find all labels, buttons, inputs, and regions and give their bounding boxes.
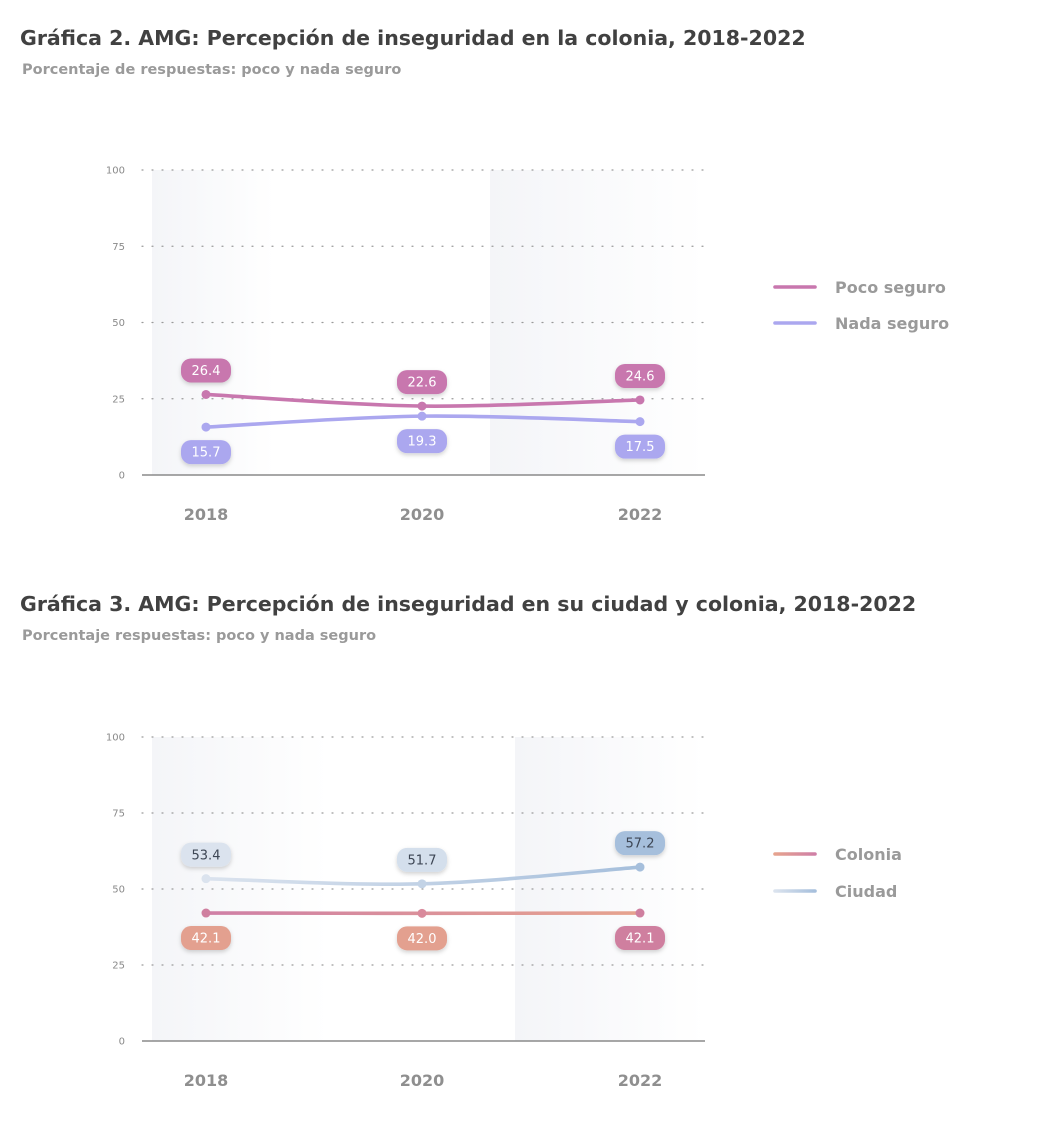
y-tick-label: 75 [112,809,125,820]
data-label-badge [397,847,447,872]
y-tick-label: 0 [119,1037,125,1048]
background-band [152,737,328,1041]
y-tick-label: 25 [112,394,125,405]
data-point [417,411,427,421]
legend-label: Poco seguro [835,278,946,297]
x-tick-label: 2020 [400,1071,445,1090]
data-label: 22.6 [408,376,437,391]
data-point [417,879,427,889]
data-label: 17.5 [626,440,655,455]
chart-3: Gráfica 3. AMG: Percepción de insegurida… [0,568,1044,1126]
data-point [635,395,645,405]
x-tick-label: 2020 [400,505,445,524]
data-label: 42.1 [192,932,221,947]
y-tick-label: 100 [106,166,125,177]
data-label: 26.4 [192,364,221,379]
data-label-badge [181,926,231,951]
data-label-badge [615,434,665,459]
x-tick-label: 2022 [618,505,663,524]
legend-label: Nada seguro [835,314,949,333]
data-label-badge [615,363,665,388]
chart-subtitle: Porcentaje de respuestas: poco y nada se… [22,62,402,78]
data-label: 51.7 [408,853,437,868]
data-label: 42.1 [626,932,655,947]
data-label: 19.3 [408,435,437,450]
data-point [417,401,427,411]
data-point [201,908,211,918]
y-tick-label: 25 [112,961,125,972]
data-label-badge [397,926,447,951]
data-label-badge [615,831,665,856]
y-tick-label: 50 [112,318,125,329]
chart-3-plot: 0 25 50 75 100 2018 2020 2022 42.1 42.0 42.1 Coloni… [106,733,902,1091]
data-label-badge [181,842,231,867]
x-tick-label: 2022 [618,1071,663,1090]
y-tick-label: 0 [119,471,125,482]
chart-title: Gráfica 2. AMG: Percepción de insegurida… [20,26,806,50]
data-label: 42.0 [408,932,437,947]
data-point [635,417,645,427]
y-tick-label: 75 [112,242,125,253]
data-label-badge [181,440,231,465]
data-label: 24.6 [626,370,655,385]
y-tick-label: 50 [112,885,125,896]
chart-2: Gráfica 2. AMG: Percepción de insegurida… [0,0,1044,560]
legend-label: Ciudad [835,882,897,901]
y-tick-label: 100 [106,733,125,744]
background-band [490,170,705,475]
data-label: 53.4 [192,848,221,863]
data-label-badge [397,370,447,395]
chart-title: Gráfica 3. AMG: Percepción de insegurida… [20,592,917,616]
chart-subtitle: Porcentaje respuestas: poco y nada segur… [22,628,377,644]
data-label: 57.2 [626,837,655,852]
legend-label: Colonia [835,845,902,864]
data-label-badge [615,926,665,951]
data-label: 15.7 [192,446,221,461]
data-label-badge [397,429,447,454]
data-point [201,874,211,884]
data-point [201,422,211,432]
data-point [417,908,427,918]
chart-2-plot: 0 25 50 75 100 2018 2020 2022 26.4 22.6 24.6 Poco s… [106,166,949,525]
x-tick-label: 2018 [184,505,229,524]
data-point [635,908,645,918]
data-point [635,862,645,872]
x-tick-label: 2018 [184,1071,229,1090]
data-point [201,389,211,399]
data-label-badge [181,358,231,383]
